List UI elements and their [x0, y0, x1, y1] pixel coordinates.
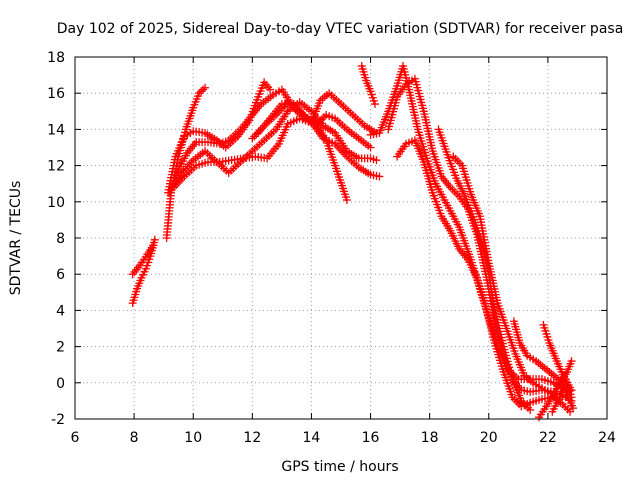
series-line: [370, 63, 574, 409]
y-axis-label: SDTVAR / TECUs: [8, 181, 24, 296]
series-arc-15: [449, 152, 564, 404]
y-tick-label: 4: [56, 303, 65, 319]
series-arc-16: [509, 317, 575, 395]
y-tick-label: 0: [56, 376, 65, 392]
data-point: [150, 235, 159, 244]
data-point: [195, 89, 204, 98]
y-tick-label: 12: [47, 159, 65, 175]
data-point: [199, 85, 208, 94]
data-point: [566, 407, 575, 416]
y-tick-label: -2: [51, 412, 65, 428]
data-point: [342, 195, 351, 204]
x-tick-label: 16: [362, 430, 380, 446]
y-tick-label: 2: [56, 340, 65, 356]
y-tick-label: 14: [47, 122, 65, 138]
series-line: [396, 139, 571, 413]
y-tick-label: 8: [56, 231, 65, 247]
data-point: [375, 172, 384, 181]
x-tick-label: 10: [184, 430, 202, 446]
series-arc-11: [366, 62, 578, 413]
series-arc-19: [548, 375, 576, 416]
data-point: [201, 83, 210, 92]
y-tick-label: 18: [47, 50, 65, 66]
x-tick-label: 22: [539, 430, 557, 446]
series-arc-9: [254, 100, 375, 152]
y-tick-labels: -2 0 2 4 6 8 10 12 14 16 18: [47, 50, 65, 428]
data-point: [266, 85, 275, 94]
x-tick-label: 18: [421, 430, 439, 446]
x-tick-label: 12: [243, 430, 261, 446]
data-point: [567, 357, 576, 366]
y-tick-label: 6: [56, 267, 65, 283]
data-point: [149, 241, 158, 250]
data-layer: [128, 62, 578, 422]
x-tick-label: 20: [480, 430, 498, 446]
series-arc-18: [535, 357, 576, 422]
series-arc-6: [168, 98, 381, 192]
data-point: [526, 405, 535, 414]
x-tick-label: 24: [598, 430, 616, 446]
series-arc-10: [357, 62, 379, 109]
axis-ticks: [74, 56, 608, 420]
y-tick-label: 10: [47, 195, 65, 211]
y-tick-label: 16: [47, 86, 65, 102]
x-tick-label: 6: [71, 430, 80, 446]
x-axis-label: GPS time / hours: [281, 459, 398, 475]
data-point: [370, 100, 379, 109]
chart-title: Day 102 of 2025, Sidereal Day-to-day VTE…: [57, 21, 624, 37]
data-point: [366, 143, 375, 152]
x-tick-label: 14: [303, 430, 321, 446]
data-point: [372, 156, 381, 165]
series-arc-2: [128, 241, 158, 279]
data-point: [567, 393, 576, 402]
x-tick-label: 8: [130, 430, 139, 446]
data-point: [197, 87, 206, 96]
x-tick-labels: 6 8 10 12 14 16 18 20 22 24: [71, 430, 616, 446]
